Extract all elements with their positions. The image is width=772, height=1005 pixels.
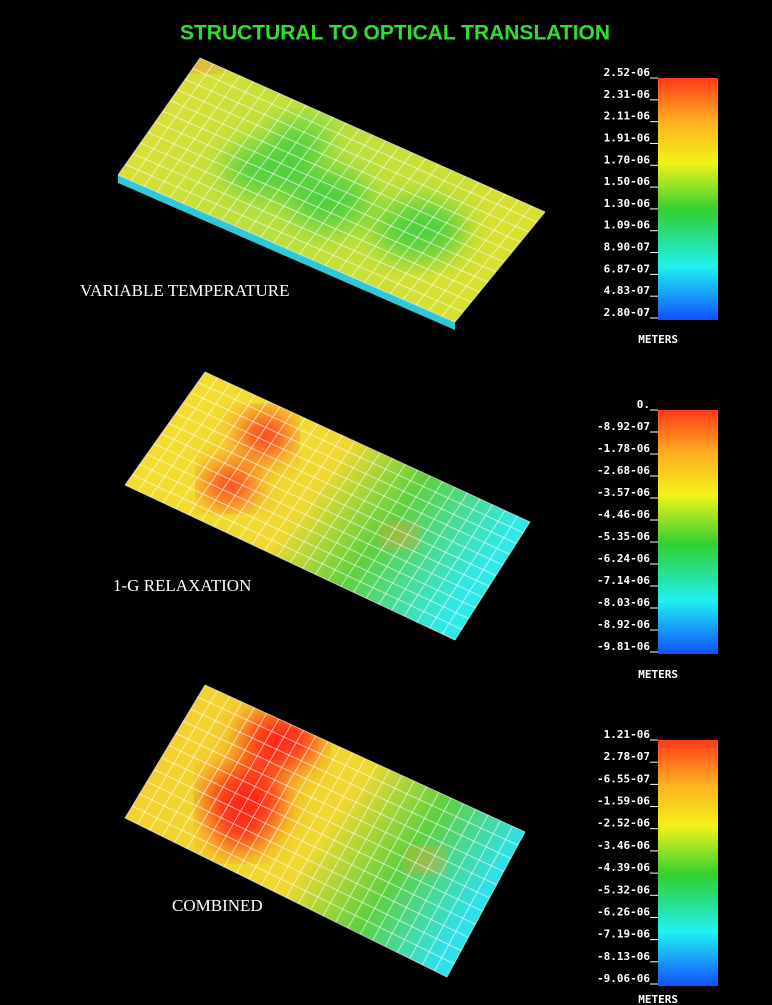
scale-label: 1.50-06 xyxy=(604,175,651,188)
scale-label: 1.09-06 xyxy=(604,219,651,232)
scale-label: -5.35-06 xyxy=(597,530,650,543)
scale-label: 2.80-07 xyxy=(604,306,650,319)
scale-label: 0. xyxy=(637,398,650,411)
scale-label: 2.52-06 xyxy=(604,66,651,79)
scale-label: -8.92-06 xyxy=(597,618,650,631)
unit-label: METERS xyxy=(638,993,678,1005)
color-bar xyxy=(658,78,718,320)
scale-label: 4.83-07 xyxy=(604,284,650,297)
scale-label: -3.57-06 xyxy=(597,486,650,499)
unit-label: METERS xyxy=(638,333,678,346)
scale-label: -4.39-06 xyxy=(597,861,650,874)
plate-label: COMBINED xyxy=(172,896,263,915)
scale-label: 2.78-07 xyxy=(604,750,650,763)
scale-label: 1.21-06 xyxy=(604,728,651,741)
scale-label: -2.68-06 xyxy=(597,464,650,477)
scale-label: 8.90-07 xyxy=(604,241,650,254)
scale-label: 1.70-06 xyxy=(604,153,651,166)
scale-label: 6.87-07 xyxy=(604,262,650,275)
scale-label: -7.19-06 xyxy=(597,928,650,941)
scale-label: -9.81-06 xyxy=(597,640,650,653)
scale-label: -7.14-06 xyxy=(597,574,650,587)
scale-label: -6.24-06 xyxy=(597,552,650,565)
scale-label: -1.78-06 xyxy=(597,442,650,455)
scale-label: -9.06-06 xyxy=(597,972,650,985)
scale-label: -6.55-07 xyxy=(597,772,650,785)
scale-label: -4.46-06 xyxy=(597,508,650,521)
color-bar xyxy=(658,740,718,986)
plate-label: 1-G RELAXATION xyxy=(113,576,251,595)
plate-label: VARIABLE TEMPERATURE xyxy=(80,281,290,300)
screen: STRUCTURAL TO OPTICAL TRANSLATION VARIAB… xyxy=(0,0,772,1005)
scale-label: 1.30-06 xyxy=(604,197,651,210)
scale-label: -2.52-06 xyxy=(597,817,650,830)
scale-label: -3.46-06 xyxy=(597,839,650,852)
unit-label: METERS xyxy=(638,668,678,681)
scale-label: 2.31-06 xyxy=(604,88,651,101)
scale-label: -8.13-06 xyxy=(597,950,650,963)
title: STRUCTURAL TO OPTICAL TRANSLATION xyxy=(180,22,610,45)
scale-label: -1.59-06 xyxy=(597,795,650,808)
color-bar xyxy=(658,410,718,654)
scale-label: -8.92-07 xyxy=(597,420,650,433)
scale-label: -8.03-06 xyxy=(597,596,650,609)
scale-label: 2.11-06 xyxy=(604,110,651,123)
scale-label: 1.91-06 xyxy=(604,131,651,144)
scale-label: -5.32-06 xyxy=(597,883,650,896)
scale-label: -6.26-06 xyxy=(597,905,650,918)
